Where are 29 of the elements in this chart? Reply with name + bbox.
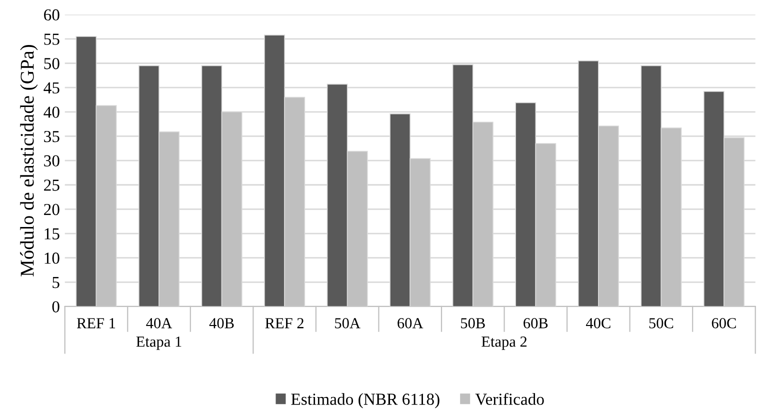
legend-label: Estimado (NBR 6118) [291, 393, 440, 408]
x-tick-label: 50B [461, 318, 485, 328]
x-tick-label: REF 1 [76, 318, 116, 328]
y-tick-label: 45 [44, 82, 60, 94]
text: Etapa 2 [482, 336, 527, 350]
text: Etapa 1 [136, 336, 182, 350]
x-tick-label: 50A [335, 318, 360, 328]
y-tick-label: 25 [44, 180, 60, 191]
x-tick-label: 50C [649, 318, 674, 328]
y-tick-label: 20 [44, 204, 60, 216]
x-tick-label: 60A [398, 318, 424, 328]
y-tick-label: 0 [52, 301, 60, 312]
y-tick-label: 40 [44, 106, 60, 118]
y-tick-label: 5 [52, 277, 60, 288]
y-tick-label: 55 [44, 34, 60, 45]
y-tick-label: 60 [44, 9, 60, 21]
x-tick-label: 60C [712, 318, 736, 328]
y-tick-label: 30 [44, 155, 60, 166]
y-tick-label: 50 [44, 58, 60, 70]
legend-label: Verificado [475, 392, 544, 405]
y-tick-label: 10 [44, 252, 60, 264]
y-axis-title: Módulo de elasticidade (GPa) [20, 45, 38, 276]
x-tick-label: 60B [524, 318, 548, 328]
x-tick-label: 40A [146, 318, 172, 328]
y-tick-label: 15 [44, 228, 60, 240]
x-tick-label: 40B [209, 318, 234, 328]
y-tick-label: 35 [44, 130, 60, 142]
x-tick-label: REF 2 [265, 318, 304, 328]
x-tick-label: 40C [586, 318, 610, 328]
